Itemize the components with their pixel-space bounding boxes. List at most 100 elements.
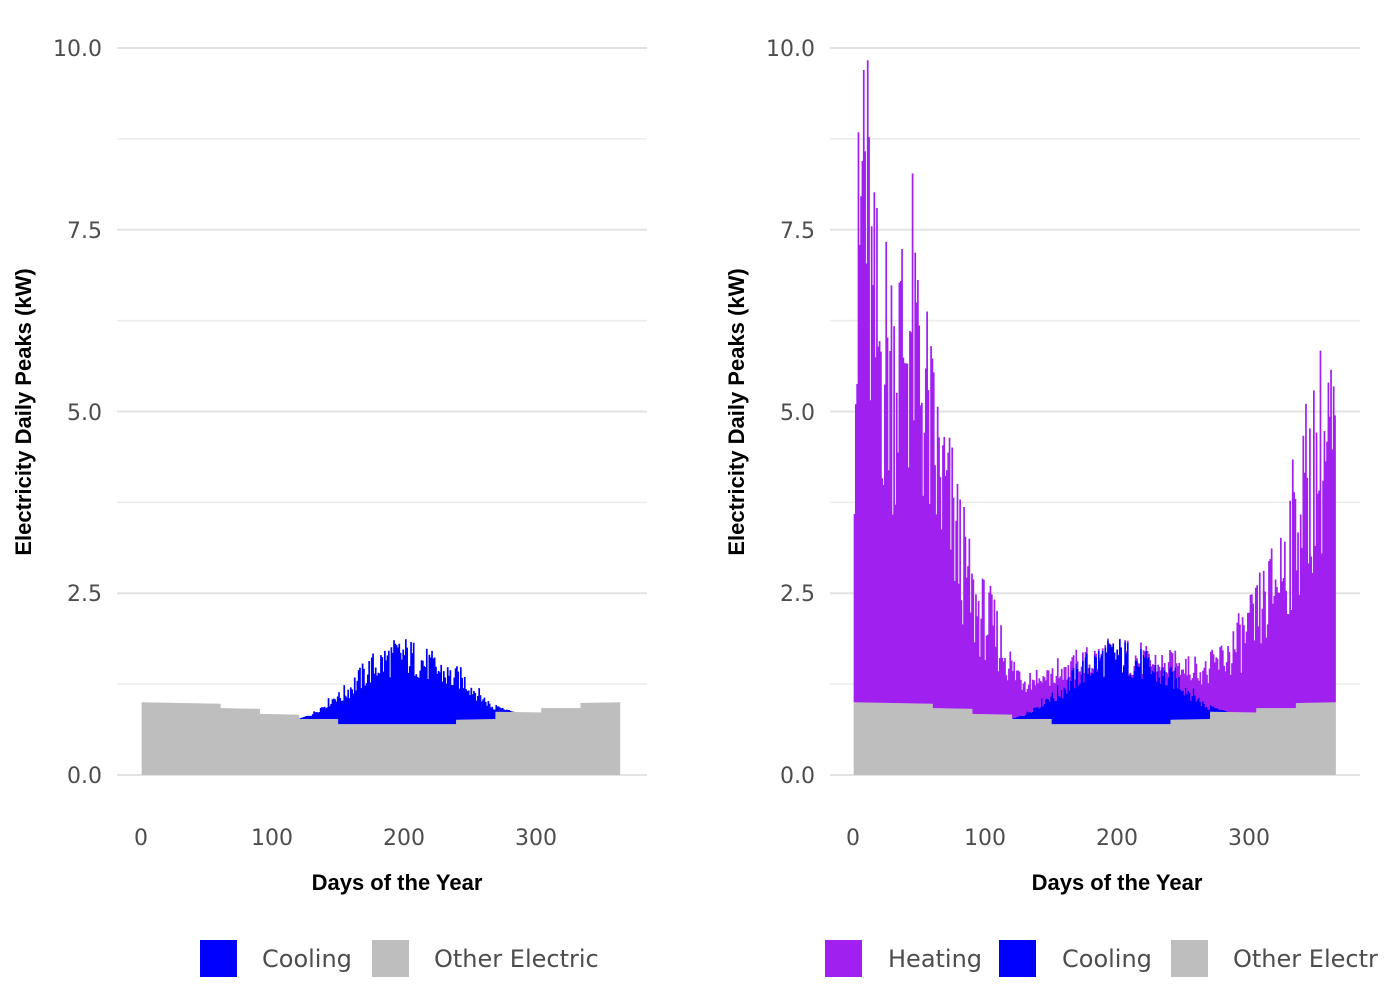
y-tick-label: 2.5 — [780, 582, 815, 607]
bar-heating — [1194, 656, 1196, 696]
bar-other-electric — [1243, 712, 1245, 775]
bar-other-electric — [889, 702, 892, 775]
bar-other-electric — [458, 719, 461, 775]
bar-heating — [894, 504, 897, 704]
bar-other-electric — [917, 703, 919, 775]
bar-heating — [1079, 671, 1082, 684]
bar-other-electric — [1109, 724, 1112, 775]
bar-other-electric — [488, 719, 491, 775]
bar-other-electric — [990, 714, 993, 775]
bar-heating — [1159, 670, 1162, 684]
bar-other-electric — [234, 708, 237, 775]
bar-cooling — [1041, 698, 1043, 720]
bar-other-electric — [270, 714, 272, 775]
bar-other-electric — [499, 711, 501, 775]
bar-other-electric — [1203, 719, 1206, 775]
bar-cooling — [1055, 700, 1058, 725]
bar-other-electric — [935, 708, 938, 775]
bar-heating — [1023, 681, 1026, 716]
bar-cooling — [461, 677, 464, 720]
bar-other-electric — [376, 724, 378, 775]
bar-cooling — [352, 693, 355, 725]
bar-cooling — [1192, 688, 1195, 720]
bar-other-electric — [1002, 714, 1005, 775]
bar-other-electric — [1282, 708, 1285, 775]
bar-cooling — [511, 711, 513, 712]
bar-other-electric — [171, 702, 174, 775]
bar-heating — [1274, 579, 1277, 709]
bar-other-electric — [1302, 702, 1305, 775]
bar-other-electric — [441, 724, 444, 775]
bar-other-electric — [977, 714, 980, 775]
bar-cooling — [1026, 711, 1029, 720]
x-tick-label: 100 — [964, 826, 1006, 851]
bar-cooling — [422, 660, 424, 725]
bar-other-electric — [960, 708, 963, 775]
bar-other-electric — [351, 724, 353, 775]
bar-cooling — [1208, 709, 1211, 720]
bar-other-electric — [218, 703, 221, 775]
bar-other-electric — [1133, 724, 1136, 775]
bar-other-electric — [585, 702, 588, 775]
bar-cooling — [488, 703, 491, 720]
bar-other-electric — [1221, 711, 1224, 775]
bar-heating — [1093, 650, 1096, 656]
bar-other-electric — [860, 702, 862, 775]
bar-heating — [934, 465, 936, 709]
bar-other-electric — [1173, 719, 1175, 775]
bar-heating — [1021, 689, 1024, 716]
bar-cooling — [390, 647, 393, 725]
bar-cooling — [325, 708, 327, 720]
bar-cooling — [1087, 673, 1090, 725]
bar-heating — [1188, 674, 1191, 693]
bar-other-electric — [195, 703, 198, 775]
bar-other-electric — [936, 708, 939, 775]
bar-other-electric — [869, 702, 872, 775]
bar-heating — [1055, 675, 1058, 701]
bar-other-electric — [153, 702, 156, 775]
bar-heating — [1320, 553, 1323, 703]
bar-other-electric — [505, 711, 508, 775]
bar-heating — [1045, 680, 1047, 700]
bar-other-electric — [948, 708, 951, 775]
bar-cooling — [322, 707, 325, 720]
bar-cooling — [1142, 654, 1145, 725]
bar-other-electric — [194, 703, 196, 775]
bar-heating — [1050, 673, 1053, 697]
bar-other-electric — [568, 708, 571, 775]
bar-cooling — [321, 707, 323, 720]
bar-other-electric — [581, 703, 584, 775]
bar-heating — [1171, 653, 1174, 672]
bar-heating — [1181, 669, 1183, 692]
bar-cooling — [1029, 712, 1031, 720]
bar-heating — [967, 566, 969, 709]
bar-heating — [1166, 673, 1169, 686]
bar-cooling — [462, 688, 465, 720]
bar-other-electric — [1247, 712, 1249, 775]
bar-other-electric — [1212, 711, 1215, 775]
bar-other-electric — [1306, 702, 1309, 775]
bar-other-electric — [173, 702, 175, 775]
bar-heating — [1047, 670, 1050, 700]
bar-heating — [1195, 663, 1198, 702]
bar-other-electric — [1130, 724, 1133, 775]
bar-cooling — [1121, 672, 1124, 725]
bar-cooling — [490, 707, 492, 720]
bar-cooling — [1018, 716, 1021, 720]
bar-cooling — [401, 659, 403, 725]
bar-other-electric — [1290, 708, 1293, 775]
bar-other-electric — [200, 703, 203, 775]
bar-heating — [1084, 651, 1087, 658]
bar-other-electric — [243, 708, 246, 775]
bar-other-electric — [1254, 712, 1257, 775]
bar-cooling — [459, 667, 462, 720]
bar-cooling — [458, 688, 461, 720]
bar-heating — [893, 326, 895, 704]
bar-other-electric — [301, 719, 304, 775]
bar-other-electric — [967, 708, 969, 775]
legend-label: Cooling — [1062, 945, 1152, 973]
bar-other-electric — [448, 724, 450, 775]
bar-cooling — [313, 711, 315, 720]
bar-other-electric — [178, 702, 181, 775]
bar-other-electric — [1220, 711, 1223, 775]
